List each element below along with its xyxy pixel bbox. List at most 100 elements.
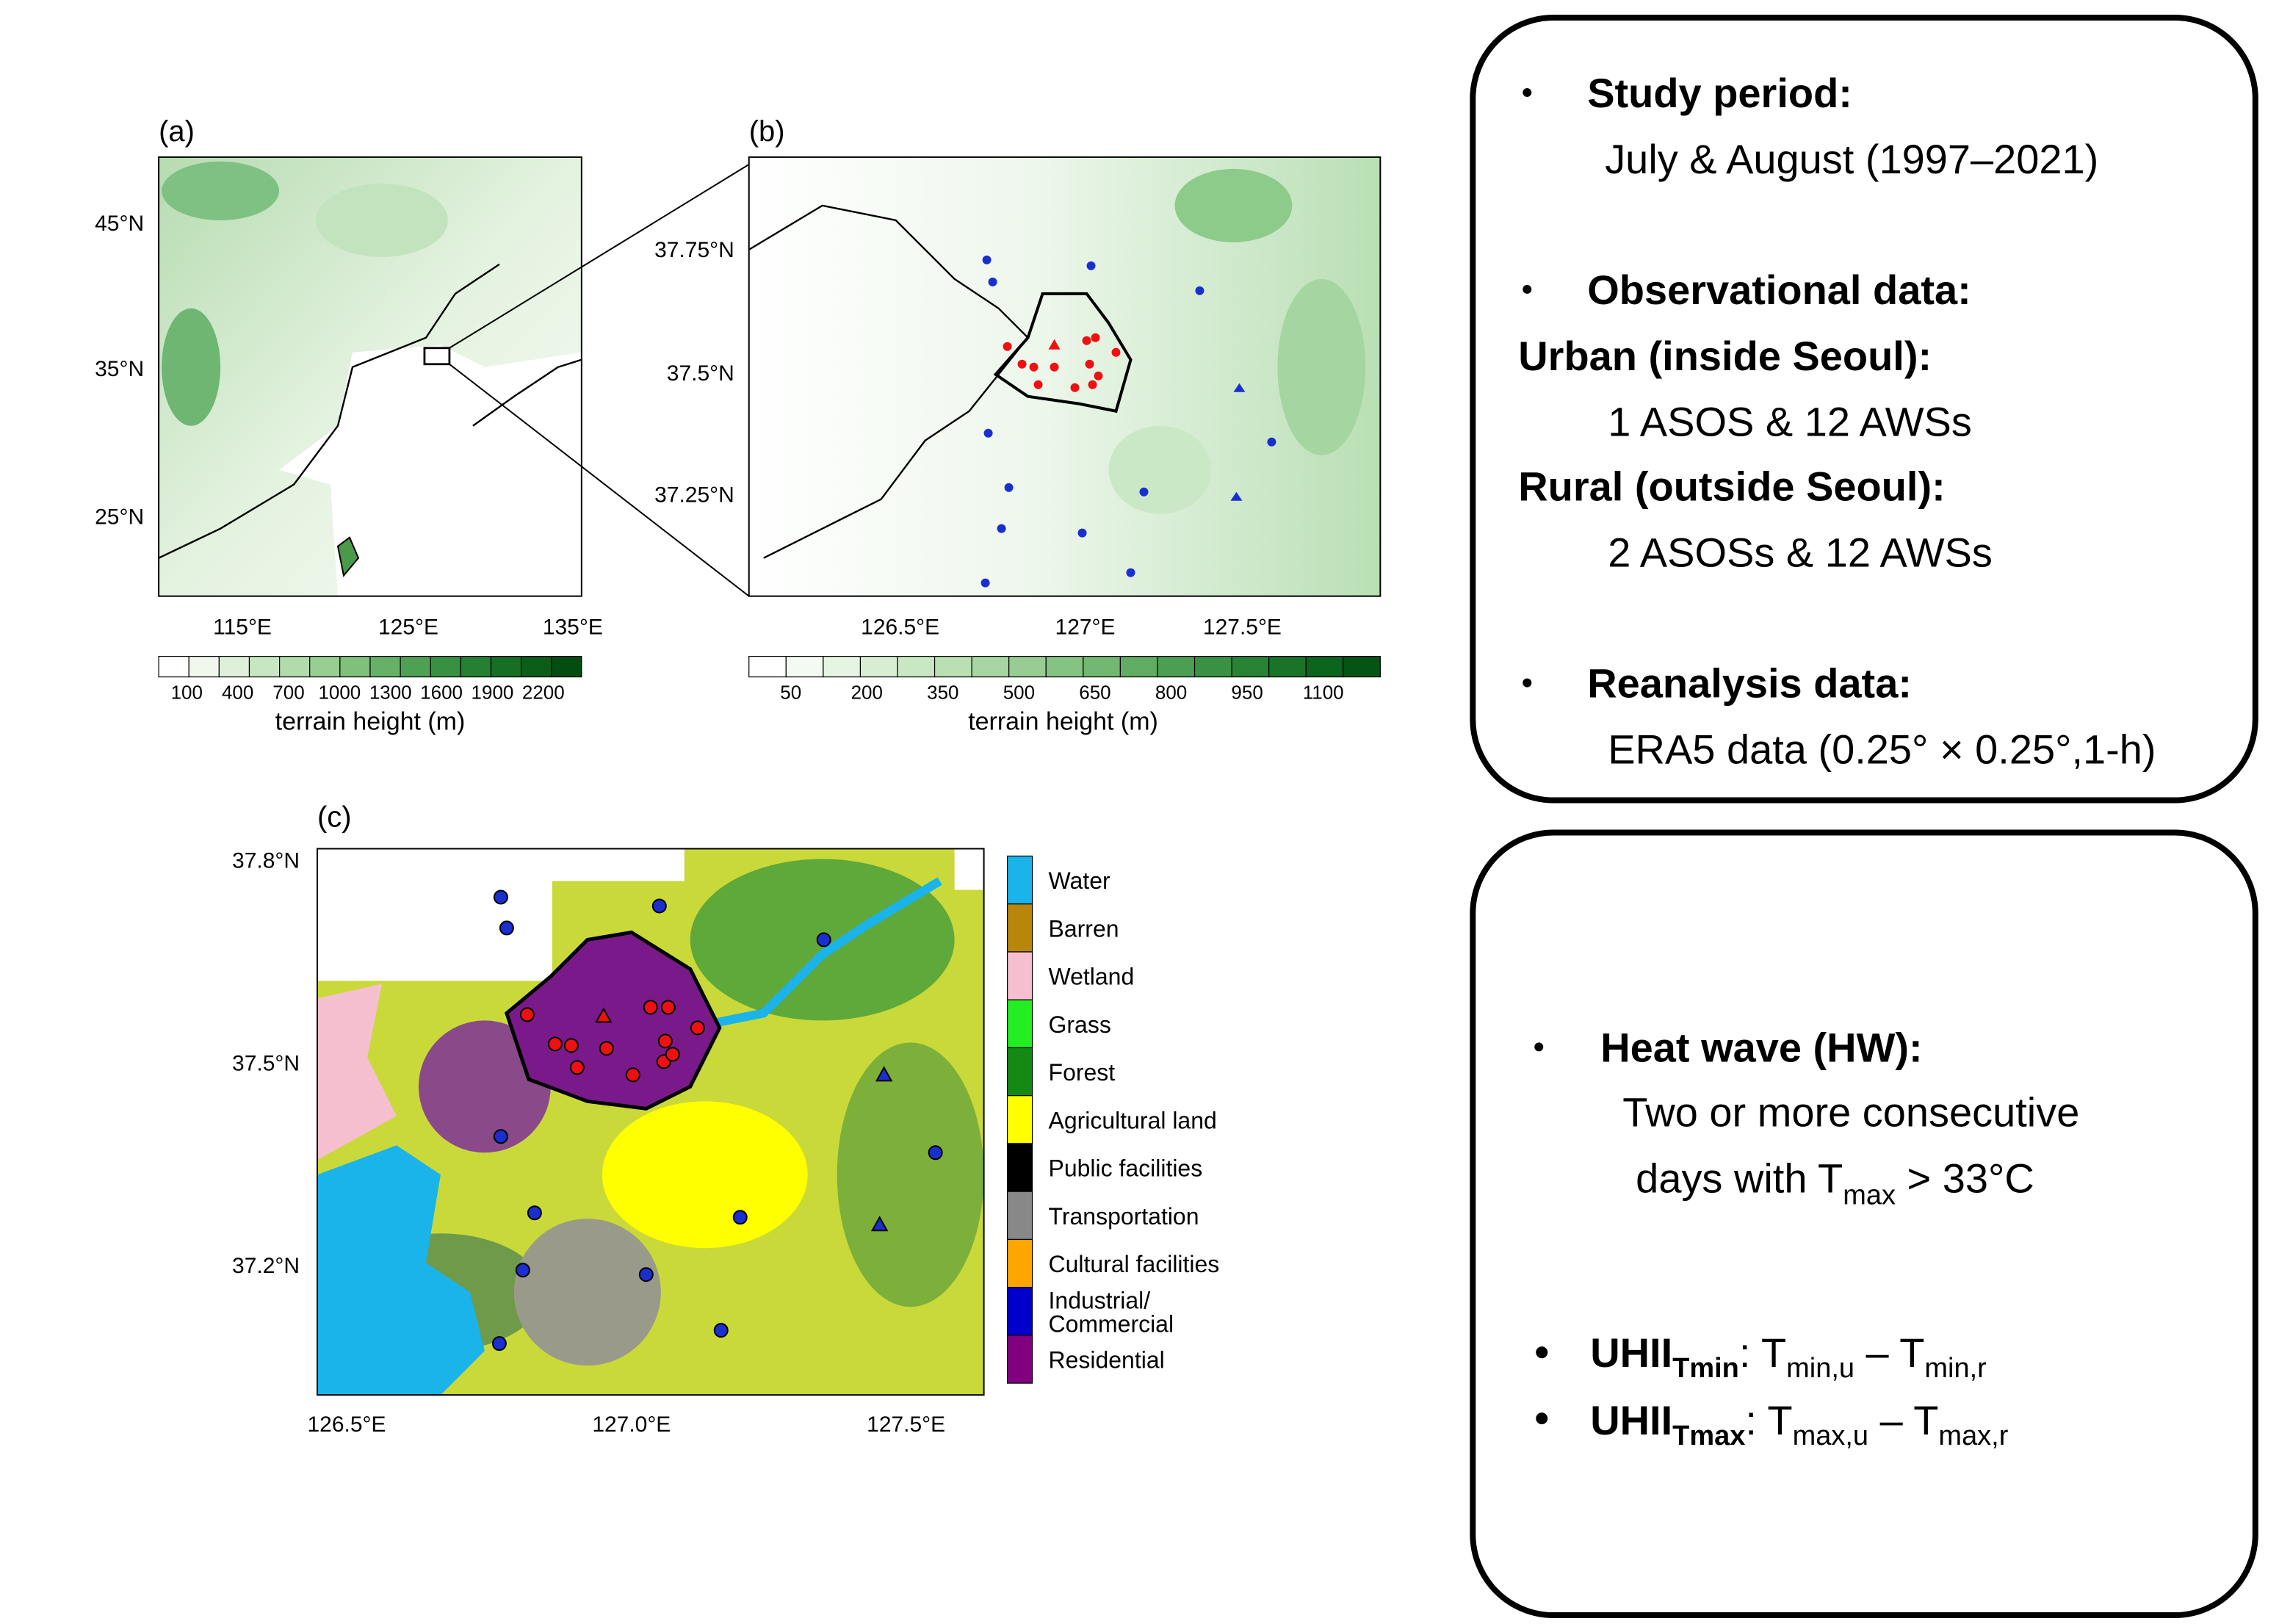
lat-tick-label: 37.75°N [654, 238, 734, 262]
legend-label: Industrial/ [1049, 1287, 1151, 1313]
box2-text: Heat wave (HW): Two or more consecutive … [1590, 1024, 2079, 1451]
text: : T [1745, 1397, 1792, 1443]
colorbar-segment [461, 657, 491, 677]
lat-tick-label: 45°N [95, 212, 144, 236]
text: 1 ASOS & 12 AWSs [1608, 399, 1972, 445]
lon-tick-label: 115°E [213, 616, 272, 640]
colorbar-tick-label: 950 [1231, 682, 1263, 704]
subscript: Tmax [1672, 1421, 1745, 1451]
lon-tick-label: 127.0°E [592, 1412, 671, 1437]
legend-label: Wetland [1049, 964, 1135, 990]
colorbar-segment [860, 657, 897, 677]
colorbar-segment [823, 657, 861, 677]
map-a [159, 157, 582, 596]
legend-label: Forest [1049, 1059, 1116, 1086]
legend-label: Grass [1049, 1011, 1111, 1038]
colorbar-segment [370, 657, 400, 677]
lat-tick-label: 35°N [95, 357, 144, 381]
legend-swatch [1008, 1144, 1033, 1191]
colorbar-tick-label: 1000 [318, 682, 361, 704]
text: : T [1739, 1329, 1786, 1376]
heading: Observational data: [1587, 267, 1971, 313]
colorbar-segment [972, 657, 1009, 677]
panel-label: (c) [317, 801, 352, 833]
colorbar-tick-label: 500 [1003, 682, 1035, 704]
uhii-label: UHII [1590, 1397, 1672, 1443]
subscript: max [1843, 1180, 1896, 1210]
text: – T [1854, 1329, 1924, 1376]
legend-swatch [1008, 1191, 1033, 1239]
heading: Study period: [1587, 70, 1852, 116]
colorbar-segment [1343, 657, 1381, 677]
legend-label: Transportation [1049, 1203, 1199, 1230]
colorbar-segment [1306, 657, 1343, 677]
map-c [317, 848, 984, 1395]
colorbar-segment [521, 657, 552, 677]
subscript: max,u [1793, 1421, 1868, 1451]
colorbar-tick-label: 50 [780, 682, 801, 704]
colorbar-segment [935, 657, 972, 677]
legend-swatch [1008, 904, 1033, 952]
colorbar-segment [310, 657, 340, 677]
legend-swatch [1008, 1000, 1033, 1047]
colorbar-segment [1083, 657, 1121, 677]
uhii-line: UHIITmin: Tmin,u – Tmin,r [1590, 1329, 1987, 1384]
colorbar-segment [1232, 657, 1269, 677]
legend-swatch [1008, 1335, 1033, 1383]
legend-label: Commercial [1049, 1310, 1174, 1337]
colorbar-segment [249, 657, 279, 677]
box1-text: Study period: July & August (1997–2021) … [1518, 70, 2156, 773]
legend-label: Public facilities [1049, 1155, 1203, 1182]
legend-swatch [1008, 1288, 1033, 1335]
uhii-label: UHII [1590, 1329, 1672, 1376]
heading: Reanalysis data: [1587, 660, 1912, 707]
subscript: min,u [1786, 1353, 1854, 1384]
legend-label: Water [1049, 867, 1110, 894]
colorbar-segment [340, 657, 370, 677]
heading: Heat wave (HW): [1600, 1024, 1923, 1070]
lon-tick-label: 127°E [1055, 616, 1116, 640]
legend-label: Agricultural land [1049, 1107, 1217, 1133]
colorbar-title: terrain height (m) [275, 708, 466, 736]
lon-tick-label: 135°E [543, 616, 603, 640]
colorbar-segment [280, 657, 310, 677]
lon-tick-label: 127.5°E [1203, 616, 1282, 640]
colorbar-segment [1009, 657, 1047, 677]
colorbar-tick-label: 650 [1079, 682, 1110, 704]
lat-tick-label: 37.8°N [232, 848, 300, 873]
lat-tick-label: 37.5°N [667, 361, 734, 386]
colorbar-tick-label: 700 [272, 682, 304, 704]
legend-swatch [1008, 1047, 1033, 1095]
lat-tick-label: 37.25°N [654, 483, 734, 508]
colorbar-tick-label: 350 [927, 682, 958, 704]
colorbar-segment [1120, 657, 1157, 677]
lat-tick-label: 37.2°N [232, 1254, 300, 1278]
colorbar-segment [400, 657, 430, 677]
subscript: Tmin [1672, 1353, 1739, 1384]
map-b [749, 157, 1381, 596]
colorbar-tick-label: 100 [171, 682, 203, 704]
colorbar-segment [786, 657, 823, 677]
lon-tick-label: 126.5°E [308, 1412, 386, 1437]
colorbar-segment [430, 657, 461, 677]
subscript: min,r [1924, 1353, 1987, 1384]
text: 2 ASOSs & 12 AWSs [1608, 530, 1993, 576]
colorbar-title: terrain height (m) [968, 708, 1158, 736]
lon-tick-label: 127.5°E [867, 1412, 945, 1437]
legend-swatch [1008, 1239, 1033, 1287]
colorbar-tick-label: 1900 [472, 682, 514, 704]
panel-label: (a) [159, 115, 195, 148]
colorbar-tick-label: 800 [1155, 682, 1187, 704]
panel-label: (b) [749, 115, 785, 148]
colorbar-segment [1046, 657, 1083, 677]
colorbar-segment [552, 657, 582, 677]
heading: Urban (inside Seoul): [1518, 333, 1932, 379]
info-box [1473, 832, 2255, 1615]
legend-label: Cultural facilities [1049, 1251, 1220, 1277]
text: > 33°C [1896, 1155, 2034, 1201]
text: days with T [1636, 1155, 1843, 1201]
colorbar-segment [1269, 657, 1307, 677]
text: Two or more consecutive [1622, 1089, 2079, 1135]
colorbar-segment [1195, 657, 1232, 677]
uhii-line: UHIITmax: Tmax,u – Tmax,r [1590, 1397, 2008, 1451]
